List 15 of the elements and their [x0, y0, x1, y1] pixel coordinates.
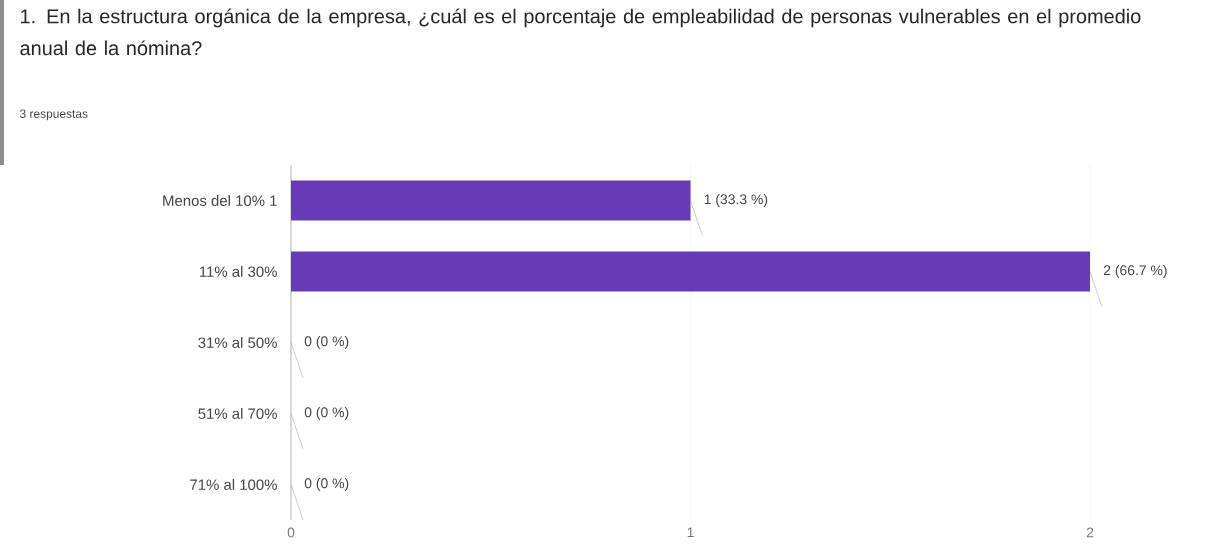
y-tick-label: 31% al 50% [198, 337, 277, 348]
x-tick-label: 0 [287, 527, 295, 538]
chart-title: 1. En la estructura orgánica de la empresa, ¿cuál es el porcentaje de empleabilidad de personas vulnerables en el promedio anual de la nómina? [20, 8, 1141, 56]
text: 3 respuestas [19, 109, 88, 121]
data-label: 2 (66.7 %) [1103, 264, 1167, 278]
x-tick-label: 2 [1086, 527, 1094, 538]
data-label: 1 (33.3 %) [704, 193, 768, 207]
y-tick-label: 71% al 100% [190, 479, 277, 490]
y-tick-label: 11% al 30% [199, 266, 277, 277]
y-tick-label: 51% al 70% [198, 408, 277, 419]
data-label: 0 (0 %) [304, 406, 349, 420]
y-tick-label: Menos del 10% 1 [163, 195, 277, 206]
data-label: 0 (0 %) [304, 335, 349, 349]
data-label: 0 (0 %) [304, 477, 349, 491]
x-tick-label: 1 [687, 527, 694, 538]
